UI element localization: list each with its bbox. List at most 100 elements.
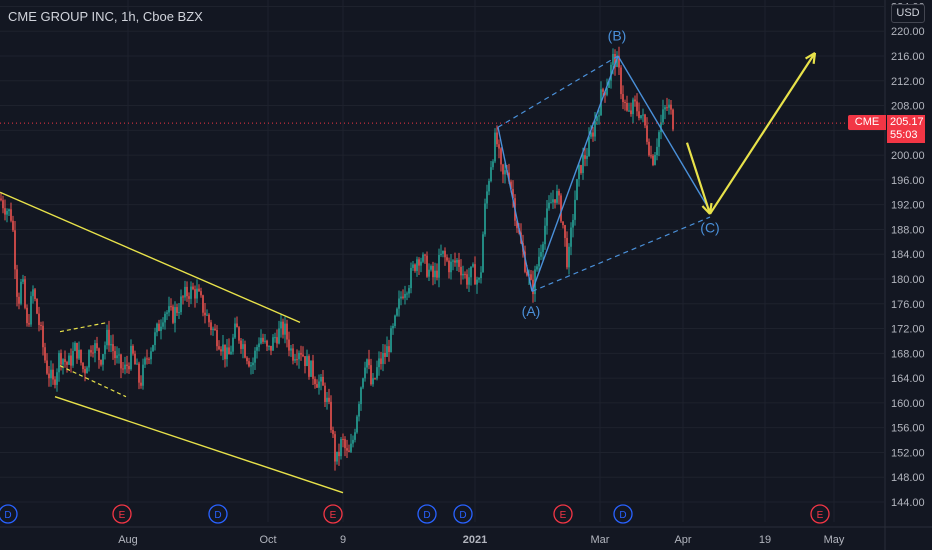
marker-letter: E	[560, 510, 567, 521]
candle-body	[90, 350, 92, 353]
candle-body	[164, 313, 166, 323]
candle-body	[378, 358, 380, 368]
candle-body	[346, 448, 348, 451]
candle-body	[244, 344, 246, 358]
candle-body	[46, 360, 48, 374]
candle-body	[228, 347, 230, 355]
candle-body	[460, 266, 462, 276]
bar-countdown: 55:03	[890, 129, 918, 141]
earnings-marker[interactable]: E	[112, 504, 132, 524]
candle-body	[0, 198, 2, 201]
symbol-price-tag: CME	[848, 115, 886, 130]
candle-body	[356, 416, 358, 433]
candle-body	[40, 324, 42, 326]
earnings-marker[interactable]: E	[810, 504, 830, 524]
candle-body	[502, 164, 504, 175]
candles	[0, 46, 674, 471]
candle-body	[426, 255, 428, 277]
dividend-marker[interactable]: D	[417, 504, 437, 524]
candle-body	[530, 274, 532, 280]
currency-badge[interactable]: USD	[891, 4, 925, 23]
candle-body	[430, 266, 432, 270]
candle-body	[620, 67, 622, 95]
candle-body	[24, 279, 26, 308]
candle-body	[272, 337, 274, 351]
candle-body	[178, 312, 180, 314]
candle-body	[142, 364, 144, 386]
candle-body	[428, 269, 430, 277]
marker-letter: D	[4, 510, 11, 521]
candle-body	[672, 109, 674, 130]
candle-body	[260, 337, 262, 344]
y-tick-label: 176.00	[891, 299, 925, 311]
candle-body	[548, 202, 550, 209]
candle-body	[122, 368, 124, 370]
candle-body	[612, 53, 614, 65]
candle-body	[278, 328, 280, 344]
candle-body	[598, 115, 600, 117]
candle-body	[72, 350, 74, 366]
candle-body	[8, 209, 10, 212]
candle-body	[20, 281, 22, 304]
x-tick-label: Oct	[259, 534, 276, 546]
candle-body	[494, 132, 496, 162]
candle-body	[314, 378, 316, 385]
candle-body	[50, 369, 52, 379]
candle-body	[158, 323, 160, 331]
candle-body	[148, 358, 150, 360]
candle-body	[180, 296, 182, 313]
candle-body	[116, 355, 118, 359]
projection-arrow	[709, 52, 816, 215]
candle-body	[86, 367, 88, 374]
candle-body	[662, 109, 664, 123]
dividend-marker[interactable]: D	[613, 504, 633, 524]
candle-body	[290, 348, 292, 351]
candle-body	[286, 323, 288, 340]
candle-body	[200, 291, 202, 296]
candle-body	[490, 167, 492, 182]
y-tick-label: 212.00	[891, 76, 925, 88]
candle-body	[196, 288, 198, 299]
candle-body	[2, 200, 4, 209]
dividend-marker[interactable]: D	[0, 504, 18, 524]
candle-body	[602, 89, 604, 92]
earnings-marker[interactable]: E	[323, 504, 343, 524]
candle-body	[194, 289, 196, 299]
candle-body	[212, 328, 214, 331]
candle-body	[556, 191, 558, 203]
candle-body	[208, 314, 210, 323]
candle-body	[606, 87, 608, 95]
marker-circle	[208, 504, 228, 524]
candle-body	[510, 181, 512, 190]
candle-body	[38, 313, 40, 325]
candle-body	[368, 359, 370, 366]
candle-body	[446, 257, 448, 261]
dividend-marker[interactable]: D	[453, 504, 473, 524]
candle-body	[558, 191, 560, 196]
candle-body	[432, 266, 434, 278]
candle-body	[578, 165, 580, 180]
candle-body	[340, 439, 342, 457]
candle-body	[464, 273, 466, 275]
candle-body	[262, 337, 264, 342]
candle-body	[472, 264, 474, 267]
dividend-marker[interactable]: D	[208, 504, 228, 524]
candle-body	[402, 296, 404, 298]
candle-body	[276, 337, 278, 344]
candle-body	[220, 349, 222, 352]
candle-body	[550, 202, 552, 204]
y-tick-label: 164.00	[891, 373, 925, 385]
candle-body	[138, 363, 140, 383]
candle-body	[240, 340, 242, 349]
marker-letter: E	[330, 510, 337, 521]
candle-body	[500, 148, 502, 165]
candle-body	[306, 356, 308, 367]
marker-circle	[553, 504, 573, 524]
candle-body	[54, 379, 56, 385]
candle-body	[440, 253, 442, 255]
earnings-marker[interactable]: E	[553, 504, 573, 524]
candle-body	[250, 365, 252, 367]
candle-body	[560, 195, 562, 222]
candle-body	[42, 325, 44, 348]
